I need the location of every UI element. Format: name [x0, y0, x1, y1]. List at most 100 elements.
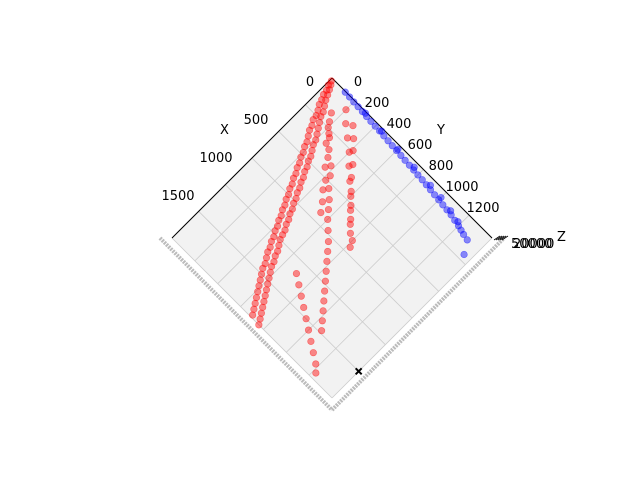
scatter-point-red [256, 276, 264, 284]
scatter-point-red [307, 337, 315, 345]
scatter-point-red [324, 205, 333, 214]
scatter-point-red [300, 303, 308, 312]
scatter-point-red [346, 206, 355, 214]
scatter-point-blue [401, 156, 409, 164]
scatter-point-blue [426, 186, 435, 194]
scatter-point-blue [463, 236, 471, 244]
scatter-point-red [304, 157, 312, 165]
scatter-point-blue [459, 230, 468, 239]
scatter-point-red [300, 142, 309, 151]
scatter-point-red [320, 297, 328, 305]
scatter-point-red [319, 307, 327, 315]
scatter-point-blue [418, 176, 426, 184]
scatter-point-red [322, 96, 330, 104]
scatter-point-red [301, 167, 309, 176]
scatter-point-red [321, 163, 329, 171]
scatter-point-red [307, 152, 315, 160]
scatter-point-red [342, 120, 350, 128]
scatter-point-red [286, 210, 294, 218]
scatter-point-blue [345, 93, 354, 101]
scatter-point-red [303, 163, 311, 171]
scatter-point-red [285, 215, 293, 224]
scatter-point-red [296, 159, 304, 167]
grid-line-y [263, 169, 424, 330]
scatter-point-red [347, 173, 356, 182]
scatter-point-red [314, 106, 322, 114]
scatter-point-red [322, 267, 330, 275]
scatter-point-red [255, 321, 263, 329]
z-axis-label: Z [557, 230, 566, 245]
scatter-point-blue [361, 109, 369, 117]
scatter-point-red [324, 81, 332, 89]
scatter-point-red [324, 247, 332, 256]
scatter-point-red [302, 315, 310, 323]
scatter-point-red [312, 369, 320, 377]
scatter-point-red [322, 176, 330, 184]
scatter-point-red [327, 162, 335, 170]
scatter-point-red [259, 264, 267, 272]
scatter-point-red [346, 229, 355, 237]
scatter-point-red [325, 130, 333, 138]
scatter-point-blue [410, 163, 418, 171]
scatter-point-blue [447, 211, 455, 219]
scatter-point-red [257, 309, 265, 317]
scatter-point-red [324, 91, 332, 99]
scatter-point-red [313, 130, 321, 138]
scatter-point-red [251, 299, 259, 307]
scatter-point-red [281, 226, 289, 234]
scatter-point-red [347, 187, 355, 195]
y-tick-label: 600 [408, 138, 433, 153]
scatter-point-red [327, 77, 335, 85]
scatter-point-red [293, 189, 301, 197]
scatter-point-red [270, 233, 278, 241]
scatter-point-red [319, 186, 327, 194]
scatter-point-red [284, 190, 293, 199]
scatter-point-red [346, 243, 354, 251]
scatter-point-red [255, 282, 263, 290]
z-tick-mark [499, 235, 507, 241]
scatter-point-red [326, 172, 334, 180]
grid-line-y [194, 100, 356, 262]
marker-x-stroke [354, 367, 363, 376]
scatter-point-blue [435, 196, 443, 204]
scatter-point-red [288, 180, 296, 188]
scatter-point-blue [392, 146, 401, 155]
scatter-point-red [266, 243, 274, 251]
z-tick-labels-overlap: 20000 [513, 237, 554, 252]
scatter-point-red [324, 123, 332, 132]
y-tick-label: 1200 [466, 201, 499, 216]
scatter-point-red [349, 122, 357, 130]
scatter-point-red [318, 198, 327, 206]
scatter-point-red [267, 237, 276, 246]
scatter-point-red [261, 292, 269, 300]
scatter-point-blue [426, 181, 435, 189]
grid-line-x [305, 104, 466, 265]
x-axis-line [171, 77, 333, 239]
x-tick-label: 500 [244, 113, 269, 128]
z-tick-labels: 50000 [511, 237, 552, 252]
axis-labels: X Y Z 50000 20000 [220, 123, 566, 252]
y-tick-label: 800 [429, 159, 454, 174]
scatter-point-red [256, 315, 264, 323]
scatter-point-red [347, 192, 355, 200]
scatter-point-red [257, 270, 266, 278]
scatter-point-red [308, 121, 316, 130]
scatter-point-red [292, 194, 300, 203]
scatter-point-blue [384, 137, 392, 145]
scatter-point-red [322, 86, 331, 94]
scatter-point-red [308, 146, 316, 155]
scatter-point-blue [376, 127, 384, 135]
scatter-point-red [275, 241, 283, 249]
scatter-point-red [277, 212, 285, 220]
scatter-point-red [292, 269, 301, 278]
scatter-point-red [327, 81, 335, 89]
scatter-point-red [327, 109, 335, 117]
scatter-point-red [343, 134, 352, 142]
scatter-point-red [304, 326, 313, 334]
scatter-point-blue [422, 181, 430, 189]
scatter-point-red [319, 90, 328, 99]
grid-line-x [278, 131, 439, 292]
scatter-point-red [349, 135, 358, 143]
